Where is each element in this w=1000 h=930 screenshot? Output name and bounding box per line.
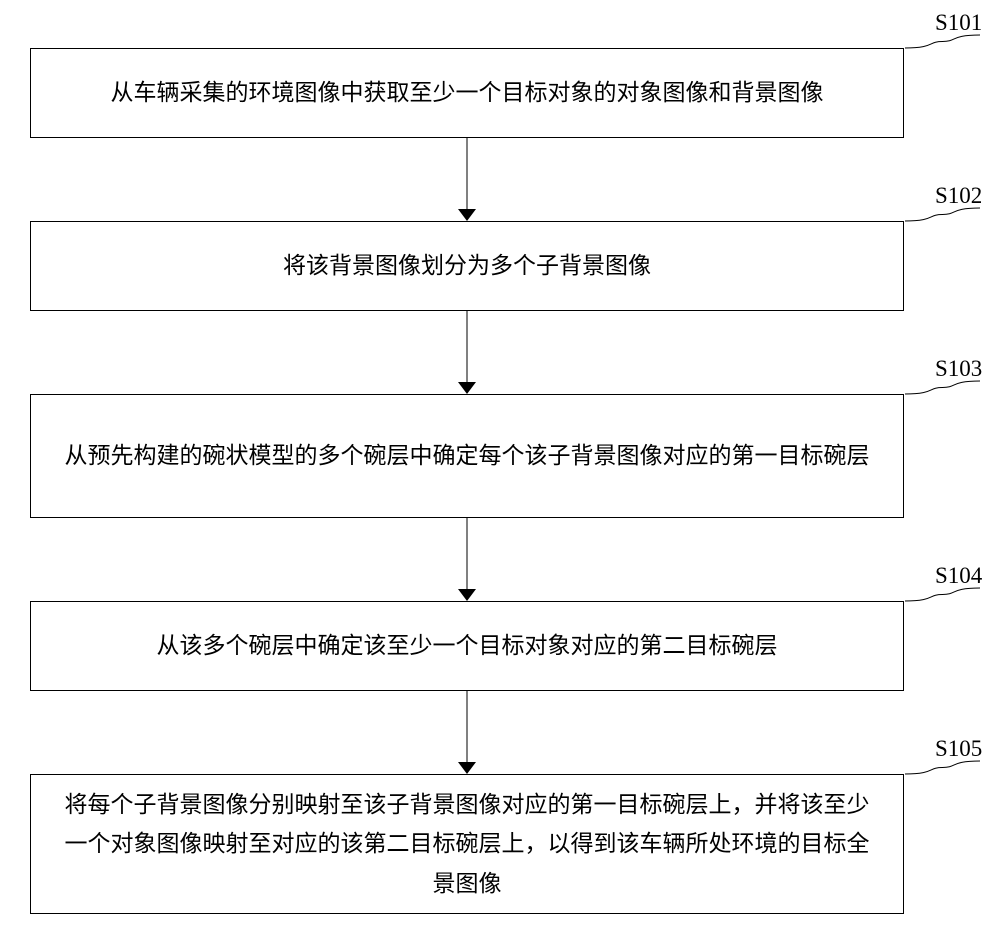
flow-step-text: 从预先构建的碗状模型的多个碗层中确定每个该子背景图像对应的第一目标碗层 [35, 436, 900, 475]
flow-arrow [447, 311, 487, 394]
flow-step-box: 将每个子背景图像分别映射至该子背景图像对应的第一目标碗层上，并将该至少一个对象图… [30, 774, 904, 914]
flow-step-label: S103 [935, 356, 982, 382]
flow-step-text: 从该多个碗层中确定该至少一个目标对象对应的第二目标碗层 [127, 626, 808, 665]
flow-step-label: S101 [935, 10, 982, 36]
step-label-brace [905, 35, 980, 48]
flow-step-box: 从该多个碗层中确定该至少一个目标对象对应的第二目标碗层 [30, 601, 904, 691]
flow-step-box: 从车辆采集的环境图像中获取至少一个目标对象的对象图像和背景图像 [30, 48, 904, 138]
flow-step-box: 将该背景图像划分为多个子背景图像 [30, 221, 904, 311]
step-label-brace [905, 381, 980, 394]
flow-arrow [447, 691, 487, 774]
flow-step-label: S102 [935, 183, 982, 209]
flow-step-label: S104 [935, 563, 982, 589]
flow-arrow [447, 138, 487, 221]
flow-arrow [447, 518, 487, 601]
flow-step-label: S105 [935, 736, 982, 762]
step-label-brace [905, 588, 980, 601]
flow-step-box: 从预先构建的碗状模型的多个碗层中确定每个该子背景图像对应的第一目标碗层 [30, 394, 904, 518]
step-label-brace [905, 208, 980, 221]
flow-step-text: 将每个子背景图像分别映射至该子背景图像对应的第一目标碗层上，并将该至少一个对象图… [31, 785, 903, 902]
step-label-brace [905, 761, 980, 774]
flow-step-text: 从车辆采集的环境图像中获取至少一个目标对象的对象图像和背景图像 [81, 73, 854, 112]
flow-step-text: 将该背景图像划分为多个子背景图像 [253, 246, 681, 285]
